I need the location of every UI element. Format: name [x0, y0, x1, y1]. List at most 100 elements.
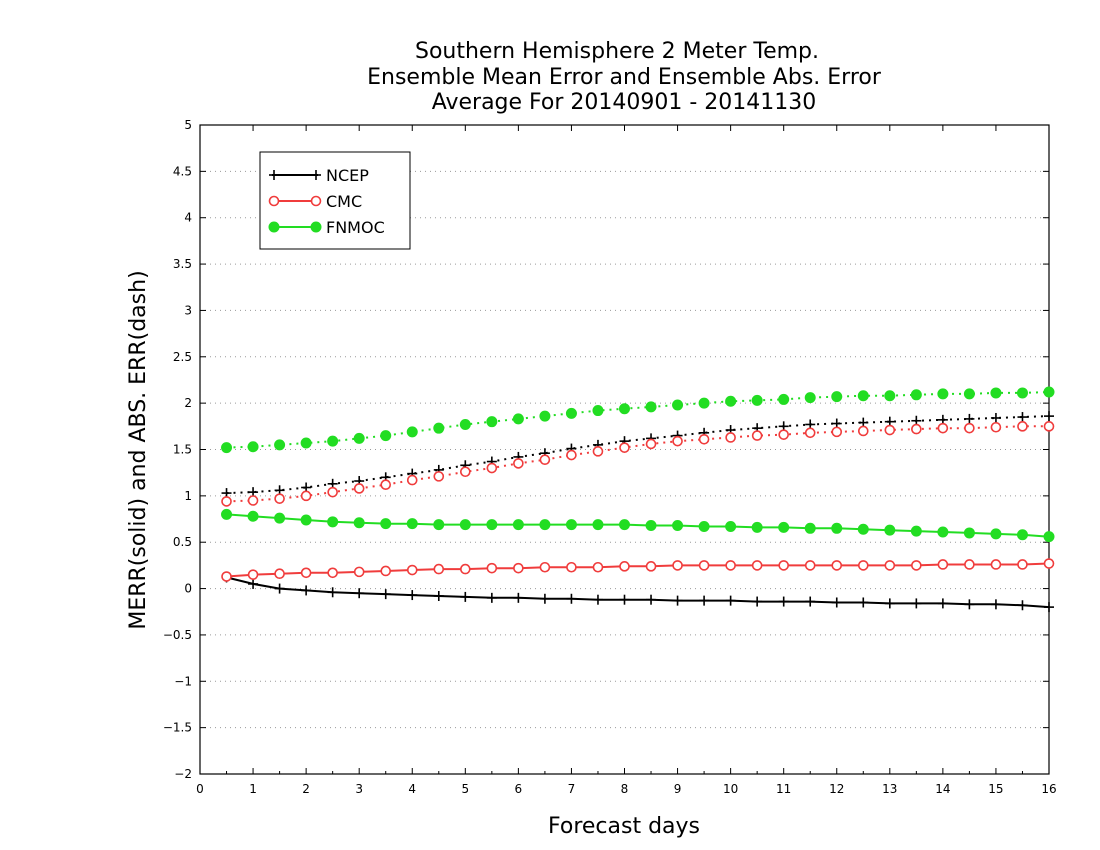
merr-point [646, 594, 657, 605]
x-tick-label: 4 [408, 782, 416, 796]
x-tick-label: 0 [196, 782, 204, 796]
abs-err-point [1016, 387, 1028, 399]
merr-point [327, 587, 338, 598]
abs-err-point [566, 449, 577, 461]
merr-point [1043, 531, 1055, 543]
abs-err-point [459, 418, 471, 430]
merr-point [964, 599, 975, 610]
abs-err-point [964, 413, 975, 424]
abs-err-point [963, 388, 975, 400]
legend-item-fnmoc: FNMOC [268, 218, 385, 237]
merr-point [300, 567, 312, 579]
abs-err-point [725, 432, 736, 443]
merr-point [1016, 529, 1028, 541]
merr-point [990, 528, 1002, 540]
merr-point [857, 560, 869, 571]
abs-err-point [804, 427, 816, 439]
merr-point [539, 561, 551, 573]
abs-err-line [226, 425, 1049, 503]
x-tick-label: 13 [882, 782, 897, 796]
abs-err-point [619, 403, 630, 415]
abs-err-point [486, 462, 498, 474]
abs-err-point [857, 425, 869, 437]
abs-err-point [645, 401, 657, 413]
axis-ticks: 54.543.532.521.510.50−0.5−1−1.5−20 1 2 3 4 5 6… [163, 118, 1057, 796]
y-tick-label: 1 [184, 489, 192, 503]
series-fnmoc [221, 386, 1055, 543]
x-tick-label: 16 [1041, 782, 1056, 796]
abs-err-point [1017, 412, 1028, 423]
merr-point [831, 597, 842, 608]
legend-label: NCEP [326, 166, 369, 185]
y-tick-label: −0.5 [163, 628, 192, 642]
merr-point [725, 595, 736, 606]
abs-err-point [778, 393, 790, 405]
abs-err-point [380, 479, 392, 491]
merr-point [380, 518, 392, 530]
title-line-3: Average For 20140901 - 20141130 [432, 90, 817, 115]
abs-err-point [486, 416, 498, 428]
abs-err-point [513, 458, 524, 469]
abs-err-point [619, 442, 630, 453]
abs-err-point [592, 446, 604, 457]
x-tick-label: 12 [829, 782, 844, 796]
abs-err-point [698, 397, 710, 409]
abs-err-point [645, 438, 657, 450]
merr-point [884, 560, 896, 571]
merr-point [513, 592, 524, 603]
legend-marker [310, 195, 322, 207]
merr-point [911, 598, 922, 609]
merr-point [884, 524, 896, 536]
merr-point [778, 560, 789, 571]
merr-point [460, 563, 471, 575]
title-line-2: Ensemble Mean Error and Ensemble Abs. Er… [367, 65, 882, 90]
merr-point [221, 508, 233, 520]
x-tick-label: 10 [723, 782, 738, 796]
y-tick-label: −2 [174, 767, 192, 781]
abs-err-point [831, 391, 843, 403]
merr-point [699, 595, 710, 606]
abs-err-point [327, 486, 338, 498]
merr-point [752, 596, 763, 607]
merr-point [460, 591, 471, 602]
abs-err-point [672, 399, 684, 411]
y-tick-label: 4 [184, 211, 192, 225]
series-cmc [221, 421, 1055, 582]
abs-err-point [353, 483, 365, 494]
abs-err-point [539, 410, 551, 422]
merr-point [248, 578, 259, 589]
abs-err-point [911, 423, 922, 435]
abs-err-point [300, 437, 312, 449]
merr-point [751, 560, 763, 571]
merr-point [858, 597, 869, 608]
abs-err-point [539, 454, 551, 465]
merr-point [672, 520, 684, 532]
merr-point [751, 521, 763, 533]
merr-point [1017, 600, 1028, 611]
merr-line [226, 562, 1050, 578]
merr-point [884, 598, 895, 609]
merr-point [1017, 559, 1028, 570]
abs-err-point [964, 422, 975, 434]
abs-err-point [672, 435, 683, 447]
abs-err-point [725, 395, 737, 407]
merr-point [619, 594, 630, 605]
x-tick-label: 5 [461, 782, 469, 796]
merr-point [301, 585, 312, 596]
abs-err-point [910, 389, 922, 401]
legend-item-ncep: NCEP [269, 166, 369, 185]
y-tick-label: 2 [184, 396, 192, 410]
abs-err-point [221, 442, 233, 454]
merr-point [353, 566, 365, 578]
merr-point [725, 520, 737, 532]
abs-err-point [1043, 421, 1055, 432]
merr-point [592, 561, 604, 573]
y-tick-label: −1.5 [163, 721, 192, 735]
legend-marker [311, 170, 321, 180]
merr-point [937, 526, 949, 538]
legend-label: CMC [326, 192, 362, 211]
abs-err-point [406, 426, 418, 438]
x-tick-label: 15 [988, 782, 1003, 796]
abs-err-point [433, 471, 445, 482]
